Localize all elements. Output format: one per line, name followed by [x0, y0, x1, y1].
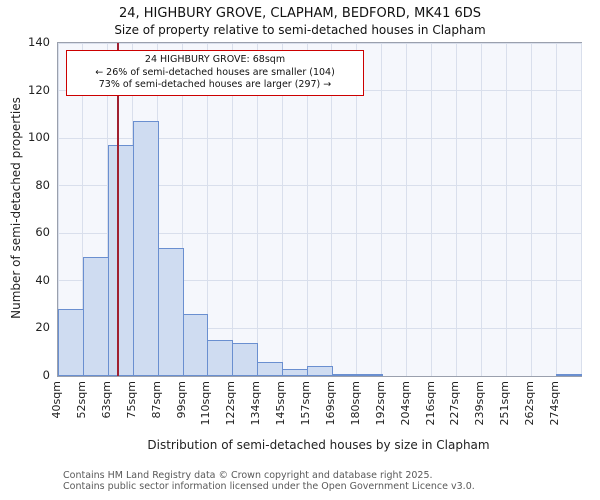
- chart-title: 24, HIGHBURY GROVE, CLAPHAM, BEDFORD, MK…: [118, 6, 482, 21]
- x-tick-label: 75sqm: [124, 381, 138, 419]
- y-tick-label: 0: [42, 368, 50, 382]
- annotation-line-3: 73% of semi-detached houses are larger (…: [98, 79, 332, 90]
- bar: [257, 361, 284, 376]
- annotation-line-2: ← 26% of semi-detached houses are smalle…: [95, 66, 335, 78]
- bar: [157, 247, 184, 376]
- x-tick-label: 63sqm: [99, 381, 113, 419]
- x-tick-label: 40sqm: [50, 381, 63, 419]
- x-tick-label: 157sqm: [299, 381, 313, 426]
- x-tick-label: 169sqm: [323, 381, 337, 426]
- v-gridline: [182, 43, 184, 376]
- x-tick-label: 99sqm: [174, 381, 188, 419]
- v-gridline: [281, 43, 283, 376]
- v-gridline: [381, 43, 383, 376]
- x-tick-label: 52sqm: [74, 381, 88, 419]
- property-size-marker-line: [117, 43, 120, 376]
- v-gridline: [231, 43, 233, 376]
- bar: [207, 340, 234, 376]
- v-gridline: [455, 43, 457, 376]
- v-gridline: [431, 43, 433, 376]
- h-gridline: [58, 137, 581, 139]
- y-tick-label: 140: [28, 35, 50, 49]
- x-tick-label: 180sqm: [348, 381, 362, 426]
- h-gridline: [58, 280, 581, 282]
- h-gridline: [58, 185, 581, 187]
- x-tick-label: 239sqm: [473, 381, 487, 426]
- v-gridline: [480, 43, 482, 376]
- footer-line-1: Contains HM Land Registry data © Crown c…: [63, 470, 433, 481]
- v-gridline: [57, 43, 59, 376]
- v-gridline: [530, 43, 532, 376]
- bar: [107, 145, 134, 376]
- chart-subtitle: Size of property relative to semi-detach…: [114, 23, 486, 37]
- bar: [556, 373, 582, 376]
- v-gridline: [256, 43, 258, 376]
- x-tick-label: 192sqm: [373, 381, 387, 426]
- bar: [282, 368, 309, 376]
- v-gridline: [505, 43, 507, 376]
- x-axis-label: Distribution of semi-detached houses by …: [147, 438, 490, 452]
- h-gridline: [58, 42, 581, 44]
- footer-line-2: Contains public sector information licen…: [63, 481, 475, 492]
- x-tick-label: 251sqm: [498, 381, 512, 426]
- y-tick-label: 100: [28, 130, 50, 145]
- h-gridline: [58, 232, 581, 234]
- y-tick-label: 20: [35, 320, 50, 335]
- plot-area: 24 HIGHBURY GROVE: 68sqm ← 26% of semi-d…: [57, 42, 582, 377]
- x-tick-label: 87sqm: [149, 381, 163, 419]
- y-tick-label: 80: [35, 177, 50, 192]
- v-gridline: [331, 43, 333, 376]
- x-tick-label: 110sqm: [199, 381, 213, 426]
- v-gridline: [555, 43, 557, 376]
- bar: [232, 342, 259, 376]
- x-tick-label: 274sqm: [548, 381, 562, 426]
- y-tick-label: 40: [35, 272, 50, 287]
- x-tick-label: 134sqm: [249, 381, 263, 426]
- y-tick-label: 120: [28, 82, 50, 97]
- x-tick-label: 122sqm: [224, 381, 238, 426]
- bar: [182, 314, 209, 376]
- v-gridline: [406, 43, 408, 376]
- v-gridline: [82, 43, 84, 376]
- bar: [132, 121, 159, 376]
- x-tick-label: 227sqm: [448, 381, 462, 426]
- bar: [58, 309, 84, 376]
- x-tick-label: 145sqm: [274, 381, 288, 426]
- y-tick-label: 60: [35, 225, 50, 240]
- v-gridline: [580, 43, 582, 376]
- v-gridline: [356, 43, 358, 376]
- h-gridline: [58, 327, 581, 329]
- v-gridline: [306, 43, 308, 376]
- bar: [307, 366, 333, 376]
- x-tick-label: 204sqm: [398, 381, 412, 426]
- annotation-box: 24 HIGHBURY GROVE: 68sqm ← 26% of semi-d…: [66, 50, 364, 96]
- annotation-line-1: 24 HIGHBURY GROVE: 68sqm: [144, 54, 286, 65]
- bar: [331, 373, 358, 376]
- x-tick-label: 216sqm: [423, 381, 437, 426]
- bar: [356, 373, 383, 376]
- x-tick-label: 262sqm: [523, 381, 537, 426]
- bar: [82, 257, 109, 376]
- v-gridline: [206, 43, 208, 376]
